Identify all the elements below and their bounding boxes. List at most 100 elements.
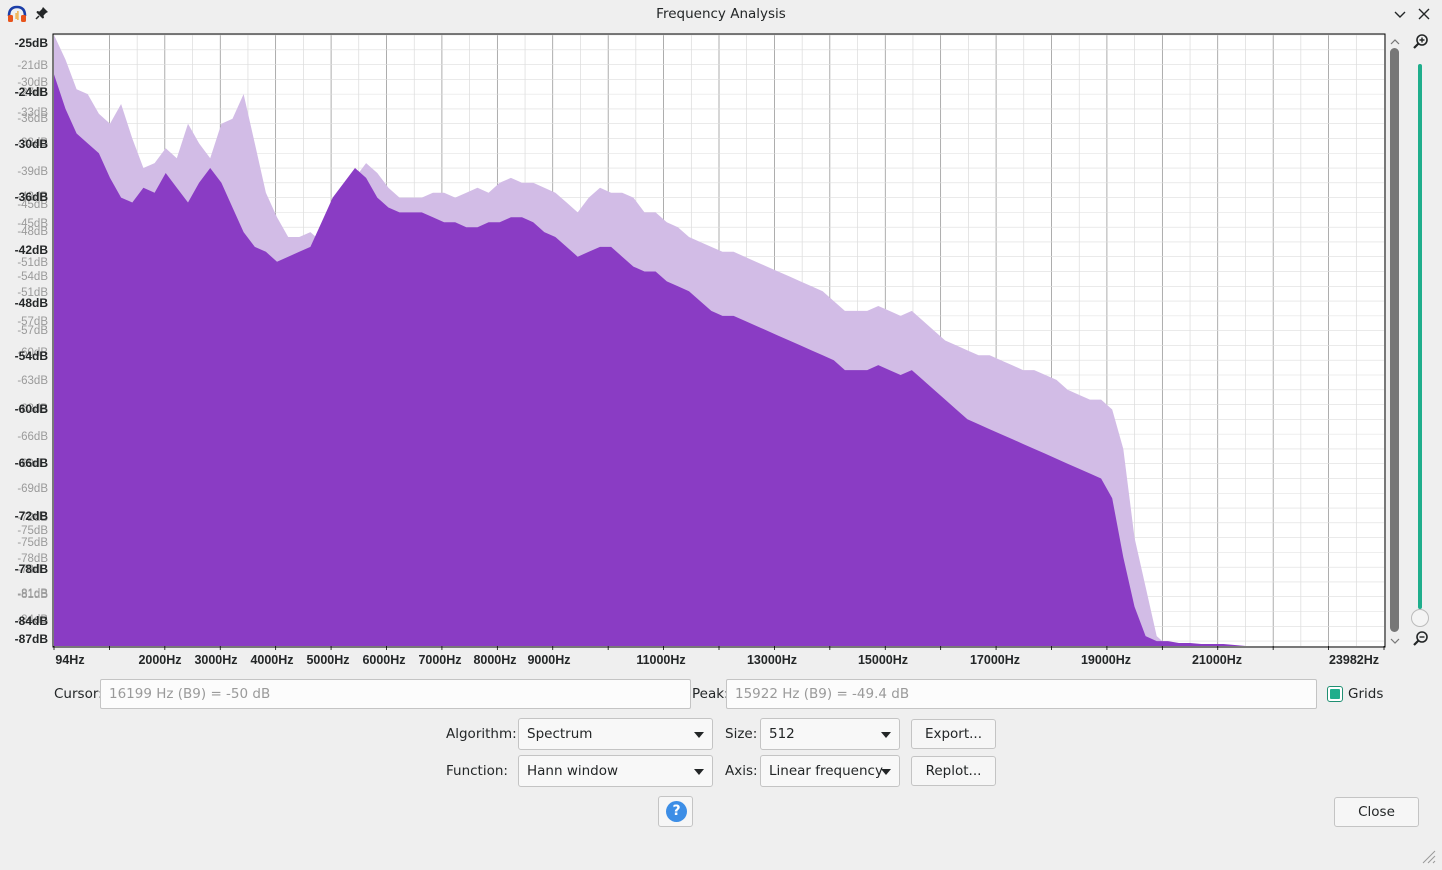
zoom-slider-track[interactable] (1418, 64, 1422, 609)
x-tick-label: 15000Hz (858, 653, 908, 667)
y-tick-label-secondary: -30dB (17, 77, 48, 89)
y-tick-label-secondary: -36dB (17, 113, 48, 125)
chevron-down-icon (694, 732, 704, 738)
cursor-label: Cursor: (54, 686, 103, 702)
y-tick-label-secondary: -54dB (17, 271, 48, 283)
algorithm-select[interactable]: Spectrum (518, 718, 713, 750)
x-tick-label: 6000Hz (362, 653, 405, 667)
close-icon[interactable] (1415, 5, 1433, 23)
zoom-slider-handle[interactable] (1411, 609, 1429, 627)
x-tick-label: 7000Hz (418, 653, 461, 667)
x-tick-label: 3000Hz (194, 653, 237, 667)
zoom-in-icon[interactable] (1412, 33, 1429, 50)
y-tick-label: -30dB (15, 137, 49, 151)
y-tick-label-secondary: -48dB (17, 226, 48, 238)
y-tick-label-secondary: -21dB (17, 60, 48, 72)
y-tick-label: -36dB (15, 190, 49, 204)
axis-label: Axis: (725, 763, 758, 779)
x-tick-label: 19000Hz (1081, 653, 1131, 667)
y-tick-label-secondary: -33dB (17, 137, 48, 149)
scrollbar-thumb[interactable] (1390, 48, 1399, 632)
resize-grip-icon[interactable] (1420, 848, 1436, 864)
y-tick-label-secondary: -75dB (17, 537, 48, 549)
y-tick-label-secondary: -45dB (17, 218, 48, 230)
axis-value: Linear frequency (769, 763, 883, 779)
chevron-down-icon (881, 769, 891, 775)
x-tick-label: 11000Hz (636, 653, 685, 667)
x-tick-label: 8000Hz (473, 653, 516, 667)
help-icon: ? (666, 801, 687, 822)
y-tick-label-secondary: -63dB (17, 403, 48, 415)
y-tick-label-secondary: -51dB (17, 287, 48, 299)
peak-label: Peak: (692, 686, 729, 702)
y-tick-label: -78dB (15, 562, 49, 576)
spectrum-area (54, 74, 1384, 646)
window-title: Frequency Analysis (656, 6, 786, 22)
x-tick-label: 4000Hz (250, 653, 293, 667)
y-tick-label-secondary: -57dB (17, 325, 48, 337)
y-tick-label-secondary: -33dB (17, 107, 48, 119)
y-tick-label-secondary: -60dB (17, 347, 48, 359)
algorithm-value: Spectrum (527, 726, 593, 742)
function-select[interactable]: Hann window (518, 755, 713, 787)
y-tick-label-secondary: -78dB (17, 553, 48, 565)
grids-label[interactable]: Grids (1348, 686, 1384, 702)
y-tick-label-secondary: -69dB (17, 483, 48, 495)
x-tick-label: 17000Hz (970, 653, 1020, 667)
size-select[interactable]: 512 (760, 718, 900, 750)
title-bar: Frequency Analysis (0, 0, 1442, 28)
x-tick-label: 21000Hz (1192, 653, 1242, 667)
x-tick-label: 13000Hz (747, 653, 797, 667)
y-tick-label-secondary: -66dB (17, 431, 48, 443)
y-tick-label: -87dB (15, 632, 49, 646)
y-tick-label: -48dB (15, 296, 49, 310)
export-button[interactable]: Export... (911, 719, 996, 749)
x-tick-label: 23982Hz (1329, 653, 1379, 667)
help-button[interactable]: ? (658, 796, 693, 827)
y-tick-label: -25dB (15, 36, 49, 50)
chevron-down-icon (881, 732, 891, 738)
y-tick-label: -66dB (15, 456, 49, 470)
y-tick-label-secondary: -57dB (17, 316, 48, 328)
x-tick-label: 9000Hz (527, 653, 570, 667)
y-tick-label: -84dB (15, 614, 49, 628)
y-tick-label: -24dB (15, 85, 49, 99)
x-tick-label: 2000Hz (138, 653, 181, 667)
spectrum-plot[interactable]: 94Hz 2000Hz 3000Hz 4000Hz 5000Hz 6000Hz 7000Hz… (0, 0, 1442, 670)
replot-button[interactable]: Replot... (911, 756, 996, 786)
peak-field[interactable]: 15922 Hz (B9) = -49.4 dB (726, 679, 1317, 709)
pin-icon[interactable] (34, 5, 50, 21)
vertical-scrollbar[interactable] (1389, 36, 1401, 647)
y-tick-label-secondary: -42dB (17, 191, 48, 203)
minimize-chevron-icon[interactable] (1391, 5, 1409, 23)
function-label: Function: (446, 763, 508, 779)
y-tick-label-secondary: -45dB (17, 199, 48, 211)
function-value: Hann window (527, 763, 619, 779)
y-tick-label-secondary: -78dB (17, 564, 48, 576)
cursor-field[interactable]: 16199 Hz (B9) = -50 dB (100, 679, 691, 709)
y-tick-label-secondary: -72dB (17, 512, 48, 524)
x-tick-label: 94Hz (55, 653, 84, 667)
chevron-down-icon (694, 769, 704, 775)
scroll-arrows[interactable] (1389, 36, 1401, 647)
y-tick-label-secondary: -81dB (17, 589, 48, 601)
y-tick-label-secondary: -69dB (17, 458, 48, 470)
y-tick-label-secondary: -63dB (17, 375, 48, 387)
size-label: Size: (725, 726, 758, 742)
y-tick-label: -54dB (15, 349, 49, 363)
y-tick-label-secondary: -39dB (17, 166, 48, 178)
close-button[interactable]: Close (1334, 797, 1419, 827)
axis-select[interactable]: Linear frequency (760, 755, 900, 787)
y-tick-label-secondary: -75dB (17, 525, 48, 537)
algorithm-label: Algorithm: (446, 726, 517, 742)
size-value: 512 (769, 726, 795, 742)
y-tick-label-secondary: -27dB (17, 87, 48, 99)
y-tick-label: -60dB (15, 402, 49, 416)
y-tick-label-secondary: -51dB (17, 257, 48, 269)
audacity-icon (7, 5, 27, 22)
y-tick-label: -42dB (15, 243, 49, 257)
grids-checkbox[interactable] (1327, 686, 1343, 702)
y-tick-label: -72dB (15, 509, 49, 523)
x-tick-label: 5000Hz (306, 653, 349, 667)
zoom-out-icon[interactable] (1412, 630, 1429, 647)
